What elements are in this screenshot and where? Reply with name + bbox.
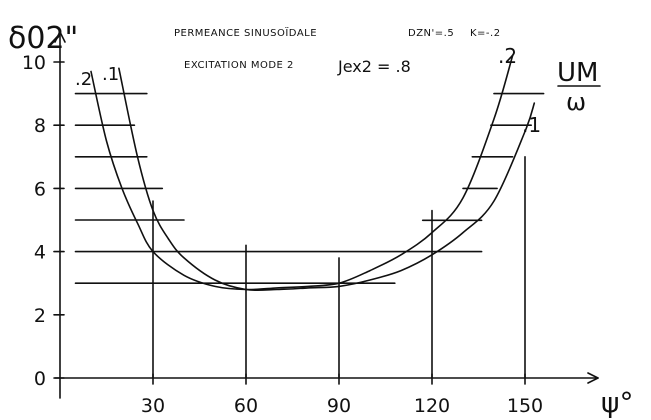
curves [90, 54, 536, 292]
guide-lines [74, 92, 545, 379]
x-tick-label: 90 [327, 395, 351, 417]
ratio-numerator: UM [557, 58, 598, 88]
title-line1-param-b: K=-.2 [470, 28, 501, 39]
y-axis-arrow [54, 31, 66, 43]
series-line-2 [90, 54, 514, 291]
series-label-1-left: .1 [102, 64, 119, 85]
tick-labels: 0 2 4 6 8 10 30 60 90 120 150 [22, 52, 543, 417]
y-tick-label: 6 [34, 178, 46, 200]
title-line1-left: PERMEANCE SINUSOÏDALE [174, 26, 317, 39]
title-line2-right: Jex2 = .8 [337, 57, 411, 76]
x-tick-label: 60 [234, 395, 258, 417]
y-axis-label: δ02" [8, 21, 78, 56]
y-tick-label: 4 [34, 242, 46, 264]
ratio-denominator: ω [566, 88, 586, 116]
series-label-2-left: .2 [75, 69, 92, 90]
y-tick-label: 8 [34, 115, 46, 137]
x-tick-label: 30 [141, 395, 165, 417]
series-line-1 [118, 67, 536, 292]
x-tick-label: 150 [507, 395, 543, 417]
title-line2-left: EXCITATION MODE 2 [184, 60, 294, 71]
y-tick-label: 10 [22, 52, 46, 74]
x-tick-label: 120 [414, 395, 450, 417]
x-axis-label: ψ° [601, 386, 633, 419]
y-tick-label: 2 [34, 305, 46, 327]
x-axis-arrow [587, 372, 599, 384]
y-tick-label: 0 [34, 368, 46, 390]
title-line1-param-a: DZN'=.5 [408, 28, 454, 39]
series-label-1-right: .1 [522, 113, 541, 137]
axes [53, 31, 599, 399]
series-label-2-right: .2 [498, 44, 517, 68]
